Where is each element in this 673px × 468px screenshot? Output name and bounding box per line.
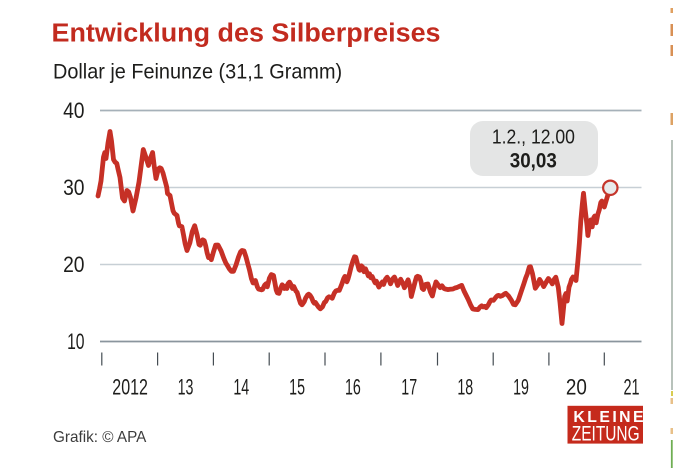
svg-text:40: 40 [63,98,84,123]
svg-text:10: 10 [67,330,84,354]
svg-text:16: 16 [345,375,361,400]
svg-text:30,03: 30,03 [510,149,557,172]
svg-text:2012: 2012 [112,375,148,400]
svg-text:Entwicklung des Silberpreises: Entwicklung des Silberpreises [52,18,441,48]
svg-text:KLEINE: KLEINE [573,409,646,426]
svg-text:Grafik: © APA: Grafik: © APA [53,429,147,446]
svg-text:20: 20 [63,252,84,277]
svg-text:Dollar je Feinunze (31,1 Gramm: Dollar je Feinunze (31,1 Gramm) [53,60,342,84]
svg-text:30: 30 [63,175,84,200]
svg-text:19: 19 [513,375,529,400]
svg-text:ZEITUNG: ZEITUNG [572,421,640,445]
svg-text:21: 21 [623,375,639,400]
svg-text:17: 17 [401,375,417,400]
svg-text:15: 15 [289,375,305,400]
svg-text:13: 13 [178,375,194,400]
svg-text:1.2., 12.00: 1.2., 12.00 [492,126,575,148]
svg-text:14: 14 [233,375,249,400]
svg-text:20: 20 [566,375,587,400]
svg-text:18: 18 [457,375,473,400]
